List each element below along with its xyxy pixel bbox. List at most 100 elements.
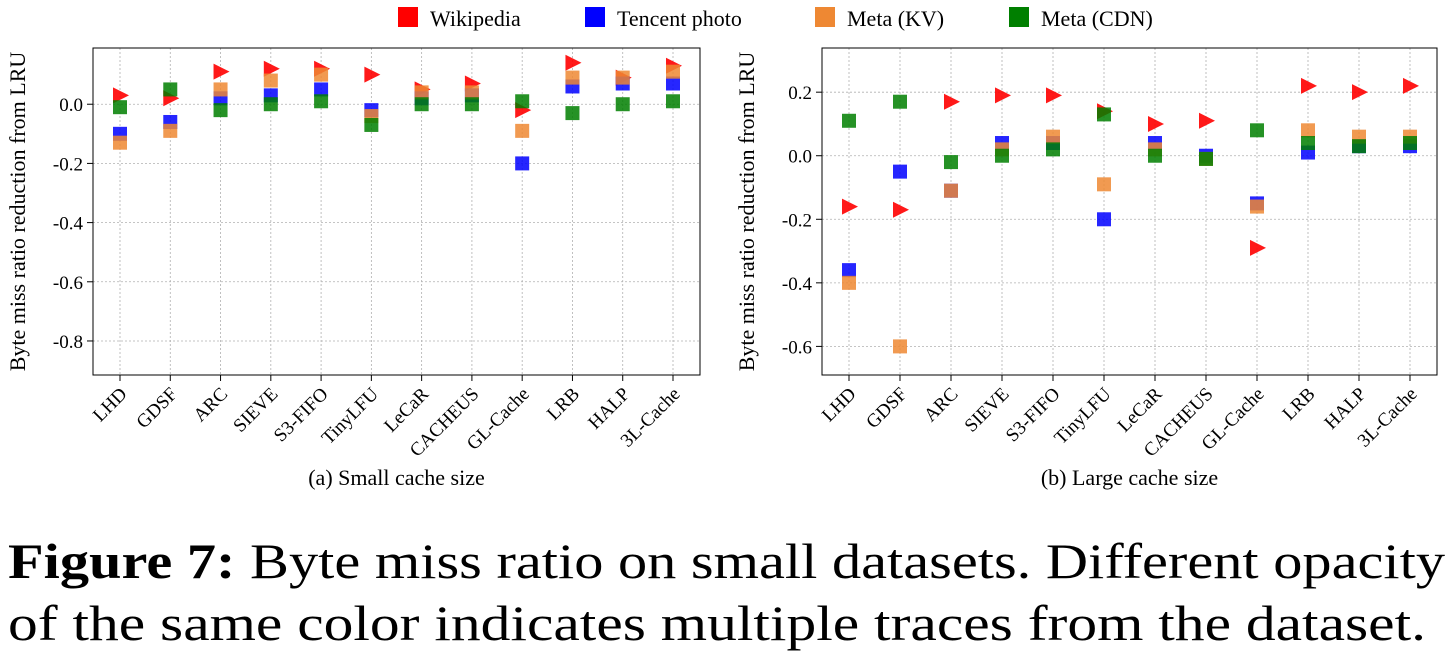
plot-frame	[92, 47, 701, 376]
x-tick-label: LRB	[1279, 384, 1320, 425]
legend-swatch	[398, 7, 418, 27]
marker	[944, 155, 958, 170]
marker	[314, 94, 329, 109]
marker	[842, 263, 856, 278]
y-tick-label: -0.4	[782, 274, 813, 295]
marker	[565, 70, 580, 85]
plot-frame	[821, 47, 1438, 376]
legend-label: Meta (KV)	[847, 6, 944, 31]
marker	[515, 156, 530, 171]
marker	[944, 183, 958, 198]
marker	[113, 100, 127, 115]
legend-label: Meta (CDN)	[1041, 6, 1153, 31]
x-tick-label: LHD	[818, 384, 860, 426]
y-tick-label: 0.2	[788, 83, 812, 104]
marker	[944, 93, 960, 110]
marker	[113, 87, 129, 104]
marker	[666, 94, 680, 109]
marker	[1301, 77, 1317, 94]
marker	[1046, 129, 1060, 144]
marker	[666, 76, 680, 91]
marker	[842, 198, 858, 215]
marker	[1352, 139, 1366, 154]
y-tick-label: 0.0	[59, 95, 83, 116]
marker	[1250, 123, 1264, 138]
y-axis-label: Byte miss ratio reduction from LRU	[734, 52, 759, 372]
marker	[1046, 142, 1060, 157]
caption-text: of the same color indicates multiple tra…	[8, 595, 1426, 651]
y-tick-label: 0.0	[788, 147, 812, 168]
caption-text: Byte miss ratio on small datasets. Diffe…	[250, 533, 1445, 589]
marker	[1352, 84, 1368, 101]
marker	[464, 85, 479, 100]
y-tick-label: -0.6	[53, 273, 83, 294]
marker	[515, 123, 530, 138]
marker	[213, 63, 230, 80]
legend-swatch	[815, 7, 835, 27]
legend-label: Tencent photo	[617, 6, 742, 31]
marker	[1097, 107, 1111, 122]
marker	[1148, 148, 1162, 163]
marker	[314, 67, 329, 82]
marker	[414, 85, 429, 100]
marker	[364, 66, 381, 83]
marker	[615, 97, 630, 112]
marker	[364, 117, 379, 132]
marker	[565, 106, 580, 121]
marker	[995, 87, 1011, 104]
x-tick-label: GDSF	[133, 384, 182, 433]
marker	[1250, 239, 1266, 256]
marker	[163, 123, 178, 138]
y-tick-label: -0.2	[53, 154, 83, 175]
y-axis-label: Byte miss ratio reduction from LRU	[5, 52, 30, 372]
marker	[1199, 112, 1215, 129]
marker	[213, 103, 228, 118]
x-tick-label: GDSF	[862, 384, 911, 433]
marker	[565, 54, 582, 71]
marker	[1148, 115, 1164, 132]
marker	[1403, 77, 1419, 94]
x-axis-label: (a) Small cache size	[308, 465, 485, 490]
marker	[995, 148, 1009, 163]
x-axis-label: (b) Large cache size	[1041, 465, 1218, 490]
marker	[893, 164, 907, 179]
marker	[1097, 212, 1111, 227]
marker	[1301, 136, 1315, 151]
marker	[666, 64, 680, 79]
x-tick-label: TinyLFU	[318, 383, 383, 448]
marker	[263, 73, 278, 88]
marker	[464, 97, 479, 112]
marker	[263, 97, 278, 112]
marker	[314, 82, 329, 97]
x-tick-label: ARC	[920, 384, 962, 426]
x-tick-label: ARC	[190, 384, 232, 426]
legend-label: Wikipedia	[430, 6, 521, 31]
marker	[1046, 87, 1062, 104]
y-tick-label: -0.6	[782, 337, 812, 358]
marker	[1199, 151, 1213, 166]
marker	[893, 339, 907, 354]
marker	[263, 60, 280, 77]
y-tick-label: -0.4	[53, 214, 84, 235]
marker	[113, 135, 127, 150]
marker	[1097, 177, 1111, 192]
x-tick-label: TinyLFU	[1050, 383, 1115, 448]
y-tick-label: -0.8	[53, 332, 83, 353]
marker	[893, 201, 909, 218]
marker	[1250, 199, 1264, 214]
legend-swatch	[585, 7, 605, 27]
x-tick-label: LRB	[543, 384, 584, 425]
marker	[163, 82, 178, 97]
x-tick-label: LHD	[89, 384, 131, 426]
marker	[414, 97, 429, 112]
marker	[1403, 136, 1417, 151]
y-tick-label: -0.2	[782, 210, 812, 231]
legend-swatch	[1009, 7, 1029, 27]
marker	[615, 70, 630, 85]
marker	[213, 82, 228, 97]
caption-label: Figure 7:	[8, 533, 235, 589]
marker	[515, 94, 530, 109]
marker	[1301, 123, 1315, 138]
marker	[842, 113, 856, 128]
